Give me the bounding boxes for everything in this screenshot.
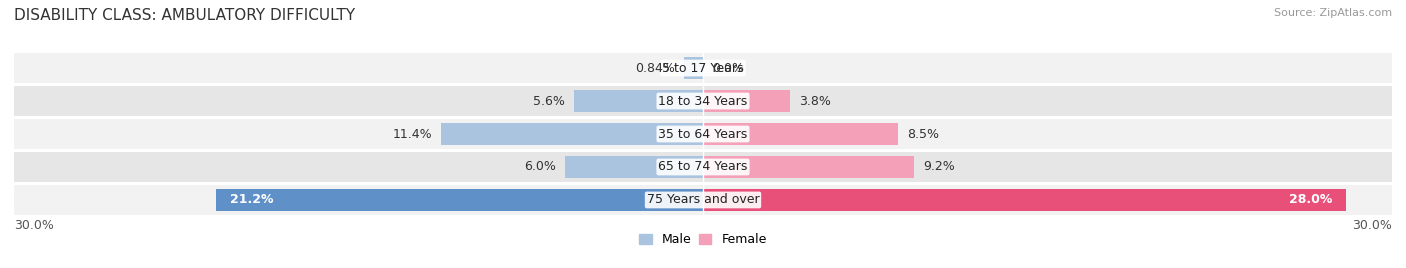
Bar [14,119,1392,149]
Bar [217,189,703,211]
Text: 65 to 74 Years: 65 to 74 Years [658,161,748,173]
Text: 5.6%: 5.6% [533,95,565,107]
Text: 30.0%: 30.0% [1353,219,1392,232]
Text: 6.0%: 6.0% [524,161,555,173]
Text: 18 to 34 Years: 18 to 34 Years [658,95,748,107]
Text: DISABILITY CLASS: AMBULATORY DIFFICULTY: DISABILITY CLASS: AMBULATORY DIFFICULTY [14,8,356,23]
Bar [14,53,1392,83]
Bar [14,86,1392,116]
Bar [14,152,1392,182]
Bar [703,90,790,112]
Text: Source: ZipAtlas.com: Source: ZipAtlas.com [1274,8,1392,18]
Bar [441,123,703,145]
Text: 30.0%: 30.0% [14,219,53,232]
Text: 8.5%: 8.5% [907,128,939,140]
Bar [565,156,703,178]
Text: 75 Years and over: 75 Years and over [647,193,759,206]
Legend: Male, Female: Male, Female [634,228,772,251]
Text: 3.8%: 3.8% [800,95,831,107]
Bar [14,185,1392,215]
Text: 28.0%: 28.0% [1289,193,1333,206]
Text: 11.4%: 11.4% [392,128,432,140]
Text: 35 to 64 Years: 35 to 64 Years [658,128,748,140]
Bar [703,189,1346,211]
Text: 0.84%: 0.84% [634,62,675,75]
Bar [683,57,703,79]
Bar [575,90,703,112]
Bar [703,123,898,145]
Bar [703,156,914,178]
Text: 0.0%: 0.0% [713,62,744,75]
Text: 9.2%: 9.2% [924,161,955,173]
Text: 21.2%: 21.2% [231,193,273,206]
Text: 5 to 17 Years: 5 to 17 Years [662,62,744,75]
